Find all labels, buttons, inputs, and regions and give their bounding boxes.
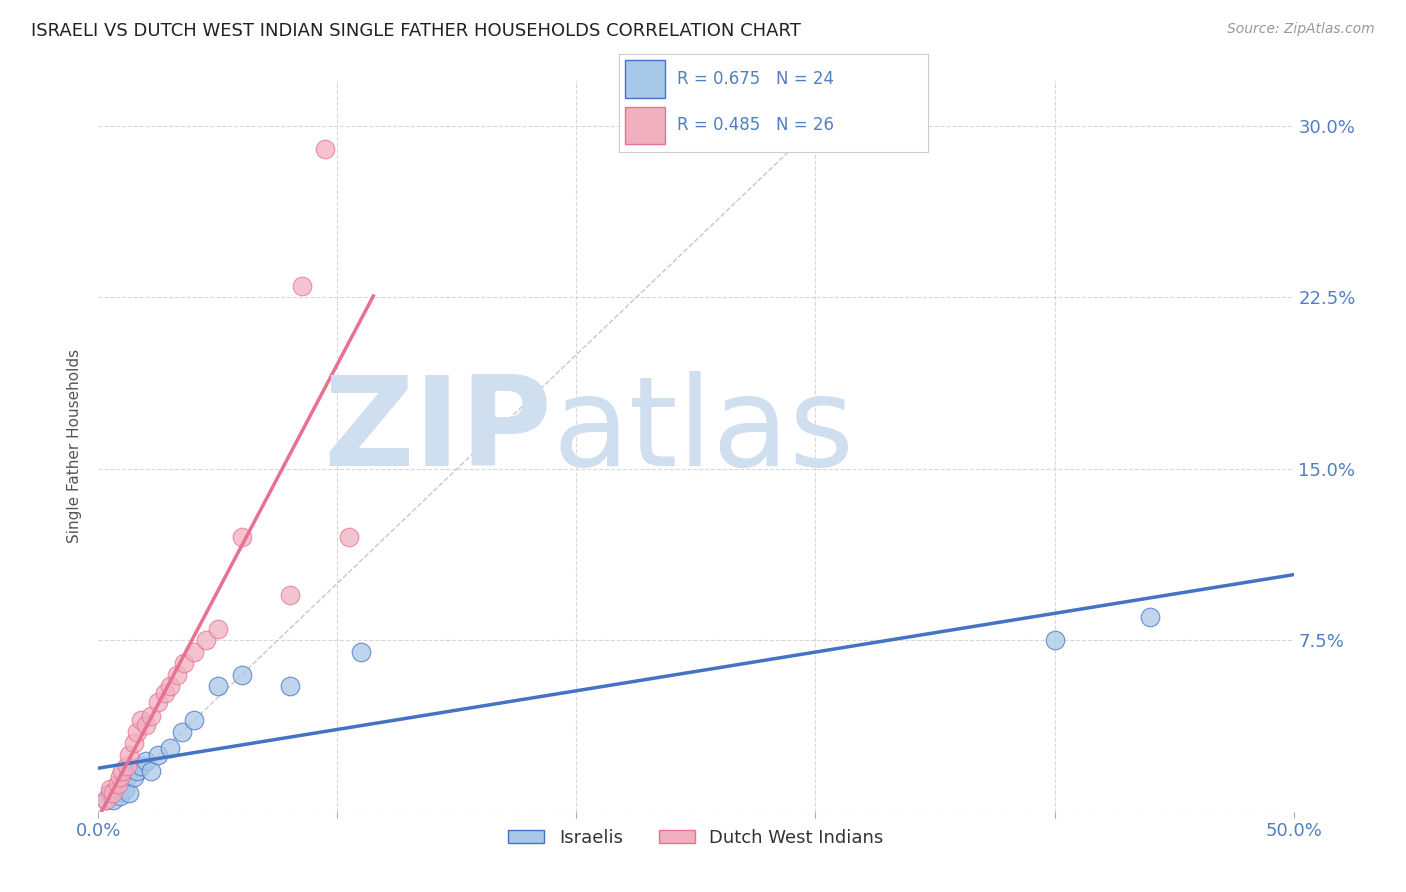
Point	[94, 793, 117, 807]
Point	[124, 736, 146, 750]
Point	[124, 771, 146, 785]
Point	[1043, 633, 1066, 648]
Point	[148, 747, 170, 762]
Point	[107, 781, 129, 796]
Point	[231, 530, 253, 544]
Point	[350, 645, 373, 659]
Point	[118, 747, 141, 762]
Point	[101, 793, 124, 807]
Point	[166, 667, 188, 681]
Legend: Israelis, Dutch West Indians: Israelis, Dutch West Indians	[501, 822, 891, 854]
Point	[207, 622, 229, 636]
Point	[172, 724, 194, 739]
Point	[125, 764, 148, 778]
Point	[98, 781, 122, 796]
Text: ISRAELI VS DUTCH WEST INDIAN SINGLE FATHER HOUSEHOLDS CORRELATION CHART: ISRAELI VS DUTCH WEST INDIAN SINGLE FATH…	[31, 22, 801, 40]
Text: ZIP: ZIP	[323, 371, 553, 491]
FancyBboxPatch shape	[624, 61, 665, 98]
Text: R = 0.485   N = 26: R = 0.485 N = 26	[678, 116, 834, 134]
Point	[131, 714, 153, 728]
Point	[101, 787, 124, 801]
Point	[111, 764, 134, 778]
Point	[139, 708, 162, 723]
Point	[118, 787, 141, 801]
Point	[207, 679, 229, 693]
Point	[108, 771, 131, 785]
Point	[339, 530, 361, 544]
Point	[291, 279, 314, 293]
Point	[183, 645, 205, 659]
Point	[159, 679, 181, 693]
Y-axis label: Single Father Households: Single Father Households	[67, 349, 83, 543]
FancyBboxPatch shape	[624, 106, 665, 144]
Point	[278, 588, 301, 602]
Point	[278, 679, 301, 693]
Point	[115, 759, 138, 773]
Point	[131, 759, 153, 773]
Point	[159, 740, 181, 755]
Text: atlas: atlas	[553, 371, 855, 491]
Point	[139, 764, 162, 778]
Point	[98, 787, 122, 801]
Point	[108, 789, 131, 803]
Point	[135, 755, 157, 769]
Text: R = 0.675   N = 24: R = 0.675 N = 24	[678, 70, 834, 88]
Point	[173, 656, 195, 670]
Point	[135, 718, 157, 732]
Point	[183, 714, 205, 728]
Point	[231, 667, 253, 681]
Point	[115, 771, 138, 785]
Point	[155, 686, 177, 700]
Point	[94, 793, 117, 807]
Point	[195, 633, 218, 648]
Point	[148, 695, 170, 709]
Point	[111, 777, 134, 791]
Point	[114, 781, 136, 796]
Point	[125, 724, 148, 739]
Point	[1139, 610, 1161, 624]
Text: Source: ZipAtlas.com: Source: ZipAtlas.com	[1227, 22, 1375, 37]
Point	[107, 777, 129, 791]
Point	[315, 142, 337, 156]
